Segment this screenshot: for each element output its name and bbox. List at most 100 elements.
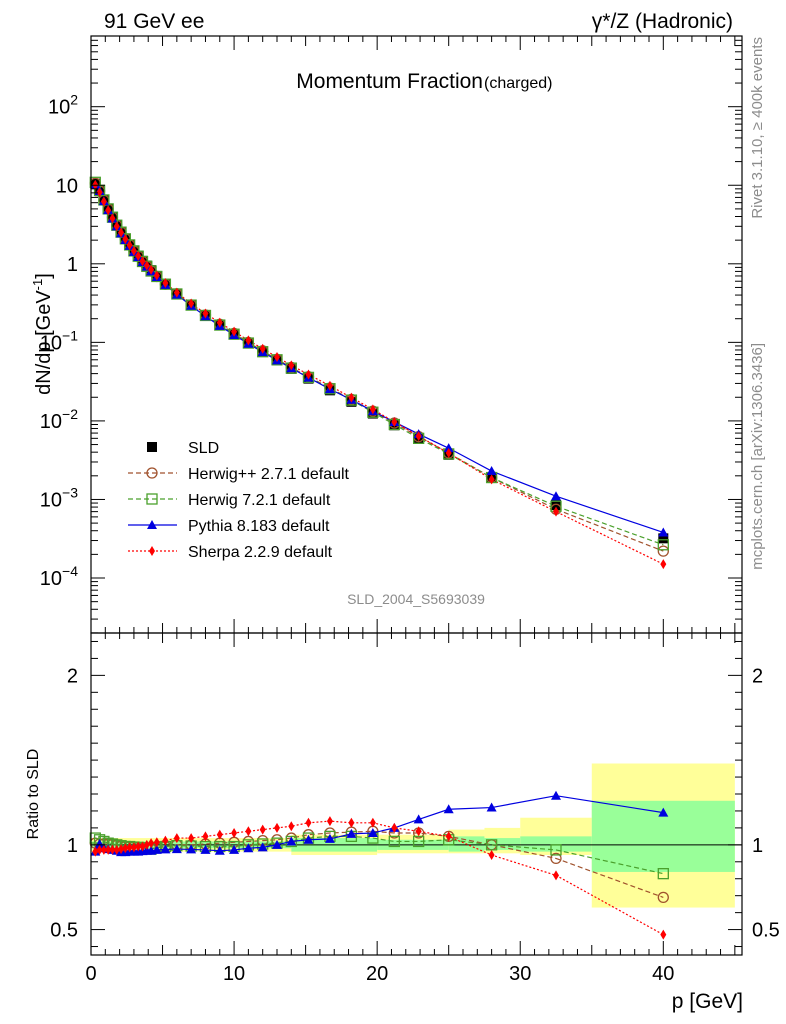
legend-label: Pythia 8.183 default — [188, 518, 330, 535]
energy-label: 91 GeV ee — [104, 10, 204, 33]
point-sherpa-2-2-9-default — [96, 187, 103, 198]
ratio-point-pythia-8-183-default — [257, 842, 268, 852]
series-line-sherpa-2-2-9-default — [94, 184, 664, 565]
ratio-point-sherpa-2-2-9-default — [113, 844, 120, 855]
series-line-herwig-7-2-1-default — [94, 182, 664, 546]
ratio-point-pythia-8-183-default — [658, 807, 669, 817]
ratio-point-sherpa-2-2-9-default — [391, 822, 398, 833]
legend-marker — [146, 493, 158, 505]
series-line-herwig-2-7-1-default — [94, 182, 664, 552]
ratio-point-herwig-7-2-1-default — [89, 832, 101, 844]
ratio-point-herwig-7-2-1-default — [550, 844, 562, 856]
ratio-point-sherpa-2-2-9-default — [122, 843, 129, 854]
point-sherpa-2-2-9-default — [148, 264, 155, 275]
point-sherpa-2-2-9-default — [188, 298, 195, 309]
x-tick-label: 10 — [223, 963, 245, 985]
ratio-point-sherpa-2-2-9-default — [660, 929, 667, 940]
y-axis-label-close: ] — [33, 273, 55, 279]
ratio-point-pythia-8-183-default — [151, 844, 162, 854]
point-sherpa-2-2-9-default — [231, 326, 238, 337]
point-sherpa-2-2-9-default — [259, 343, 266, 354]
ratio-y-tick-label-right: 2 — [752, 665, 763, 687]
point-sherpa-2-2-9-default — [415, 431, 422, 442]
ratio-point-sherpa-2-2-9-default — [231, 827, 238, 838]
point-sherpa-2-2-9-default — [143, 260, 150, 271]
ratio-point-sherpa-2-2-9-default — [259, 824, 266, 835]
ratio-point-pythia-8-183-default — [160, 844, 171, 854]
point-sherpa-2-2-9-default — [139, 256, 146, 267]
rivet-label: Rivet 3.1.10, ≥ 400k events — [749, 37, 766, 219]
ratio-point-pythia-8-183-default — [200, 844, 211, 854]
ratio-point-sherpa-2-2-9-default — [118, 844, 125, 855]
ratio-point-sherpa-2-2-9-default — [109, 844, 116, 855]
ratio-point-sherpa-2-2-9-default — [274, 822, 280, 833]
legend: SLD Herwig++ 2.7.1 default Herwig 7.2.1 de… — [128, 440, 350, 561]
x-axis-label: p [GeV] — [672, 990, 743, 1013]
ratio-point-pythia-8-183-default — [229, 844, 240, 854]
ratio-point-sherpa-2-2-9-default — [153, 837, 160, 848]
ratio-point-pythia-8-183-default — [303, 834, 314, 844]
ratio-point-pythia-8-183-default — [272, 839, 282, 849]
ratio-point-sherpa-2-2-9-default — [126, 842, 133, 853]
ratio-point-sherpa-2-2-9-default — [143, 839, 150, 850]
point-sherpa-2-2-9-default — [173, 287, 180, 298]
ratio-y-axis-label: Ratio to SLD — [25, 749, 42, 840]
legend-label: Sherpa 2.2.9 default — [188, 544, 333, 561]
y-tick-label: 1 — [67, 254, 78, 276]
ratio-point-sherpa-2-2-9-default — [348, 817, 355, 828]
ratio-y-tick-label-right: 0.5 — [752, 920, 780, 942]
ratio-point-sherpa-2-2-9-default — [188, 833, 195, 844]
point-herwig-7-2-1-default — [657, 539, 669, 551]
ratio-point-pythia-8-183-default — [551, 790, 561, 800]
point-sherpa-2-2-9-default — [135, 250, 142, 261]
ratio-point-sherpa-2-2-9-default — [369, 817, 376, 828]
ratio-point-herwig-2-7-1-default — [657, 891, 669, 904]
point-sherpa-2-2-9-default — [391, 416, 398, 427]
point-sherpa-2-2-9-default — [288, 360, 295, 371]
legend-marker — [147, 442, 157, 452]
ratio-point-sherpa-2-2-9-default — [326, 816, 333, 827]
point-sherpa-2-2-9-default — [126, 240, 133, 251]
ratio-point-pythia-8-183-default — [443, 804, 454, 814]
point-sherpa-2-2-9-default — [202, 308, 209, 319]
ratio-y-tick-label: 0.5 — [50, 920, 78, 942]
y-axis-label: dN/dp [GeV-1] — [30, 273, 55, 395]
ratio-point-sherpa-2-2-9-default — [415, 826, 422, 837]
point-herwig-2-7-1-default — [657, 545, 669, 557]
process-label: γ*/Z (Hadronic) — [592, 10, 733, 33]
ratio-point-sherpa-2-2-9-default — [135, 841, 142, 852]
x-tick-label: 20 — [366, 963, 388, 985]
ratio-point-pythia-8-183-default — [214, 845, 225, 855]
ratio-point-sherpa-2-2-9-default — [173, 833, 180, 844]
point-sherpa-2-2-9-default — [100, 196, 107, 207]
ratio-point-sherpa-2-2-9-default — [553, 870, 559, 881]
point-sherpa-2-2-9-default — [305, 369, 312, 380]
ratio-point-sherpa-2-2-9-default — [305, 817, 312, 828]
ratio-point-pythia-8-183-default — [367, 827, 378, 837]
point-sherpa-2-2-9-default — [162, 277, 169, 288]
point-sherpa-2-2-9-default — [274, 352, 280, 363]
point-pythia-8-183-default — [486, 466, 497, 476]
ratio-panel: Ratio to SLD p [GeV] 0 10 20 30 40 0.5 0.5 1 1 2 2 — [25, 36, 780, 1013]
point-pythia-8-183-default — [658, 527, 669, 537]
point-sherpa-2-2-9-default — [369, 404, 376, 415]
point-sherpa-2-2-9-default — [326, 380, 333, 391]
legend-item-sld: SLD — [147, 440, 219, 457]
ratio-point-herwig-7-2-1-default — [388, 835, 400, 848]
ratio-point-sherpa-2-2-9-default — [105, 844, 112, 855]
ratio-point-sherpa-2-2-9-default — [162, 835, 169, 846]
point-sherpa-2-2-9-default — [216, 317, 223, 328]
point-sherpa-2-2-9-default — [245, 335, 252, 346]
ratio-point-pythia-8-183-default — [171, 844, 182, 854]
ratio-point-sherpa-2-2-9-default — [445, 831, 452, 842]
y-axis-label-text: dN/dp [GeV — [33, 290, 55, 395]
ratio-point-herwig-7-2-1-default — [657, 868, 669, 880]
ratio-point-pythia-8-183-default — [186, 844, 197, 854]
plot-title: Momentum Fraction — [296, 70, 483, 93]
point-sherpa-2-2-9-default — [153, 270, 160, 281]
ratio-point-herwig-7-2-1-default — [485, 839, 498, 851]
legend-item-herwig-2-7-1-default: Herwig++ 2.7.1 default — [128, 466, 350, 483]
ratio-point-pythia-8-183-default — [94, 838, 105, 848]
x-tick-label: 30 — [509, 963, 531, 985]
